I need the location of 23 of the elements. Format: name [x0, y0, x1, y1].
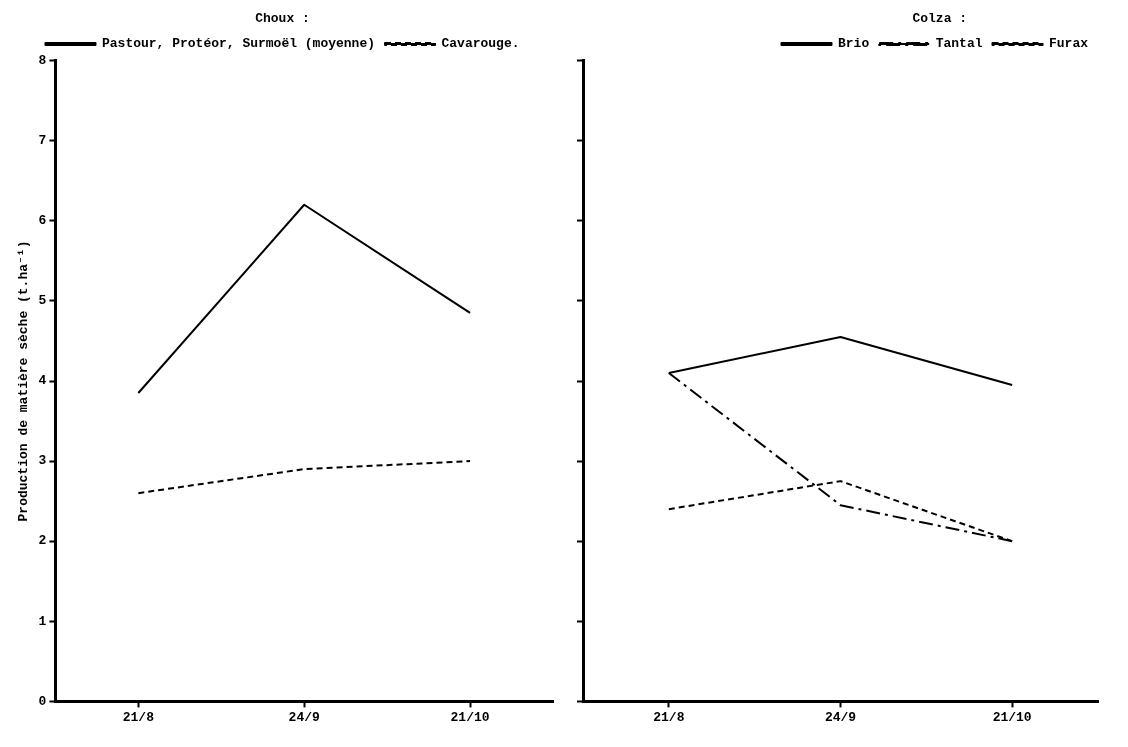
y-tick-label: 2: [38, 533, 47, 549]
x-tick-label: 21/10: [450, 710, 490, 726]
legend-label: Furax: [1048, 36, 1089, 52]
legend-label: Pastour, Protéor, Surmoël (moyenne): [101, 36, 376, 52]
x-tick-label: 24/9: [824, 710, 857, 726]
y-tick-label: 3: [38, 453, 47, 469]
y-tick-label: 7: [38, 132, 47, 148]
y-tick-label: 5: [38, 293, 47, 309]
x-tick-label: 21/8: [122, 710, 155, 726]
legend-label: Tantal: [935, 36, 983, 52]
y-tick-label: 6: [38, 213, 47, 229]
legend-title: Colza :: [912, 10, 968, 26]
x-tick-label: 21/8: [653, 710, 685, 726]
y-tick-label: 4: [38, 373, 47, 389]
y-tick-label: 1: [38, 613, 47, 629]
x-tick-label: 21/10: [992, 710, 1032, 726]
legend-label: Brio: [837, 36, 870, 52]
legend-title: Choux :: [255, 10, 310, 26]
y-tick-label: 8: [38, 52, 47, 68]
y-axis-title: Production de matière sèche (t.ha⁻¹): [16, 240, 32, 522]
legend-label: Cavarouge.: [441, 36, 520, 52]
x-tick-label: 24/9: [288, 710, 320, 726]
y-tick-label: 0: [38, 693, 47, 709]
